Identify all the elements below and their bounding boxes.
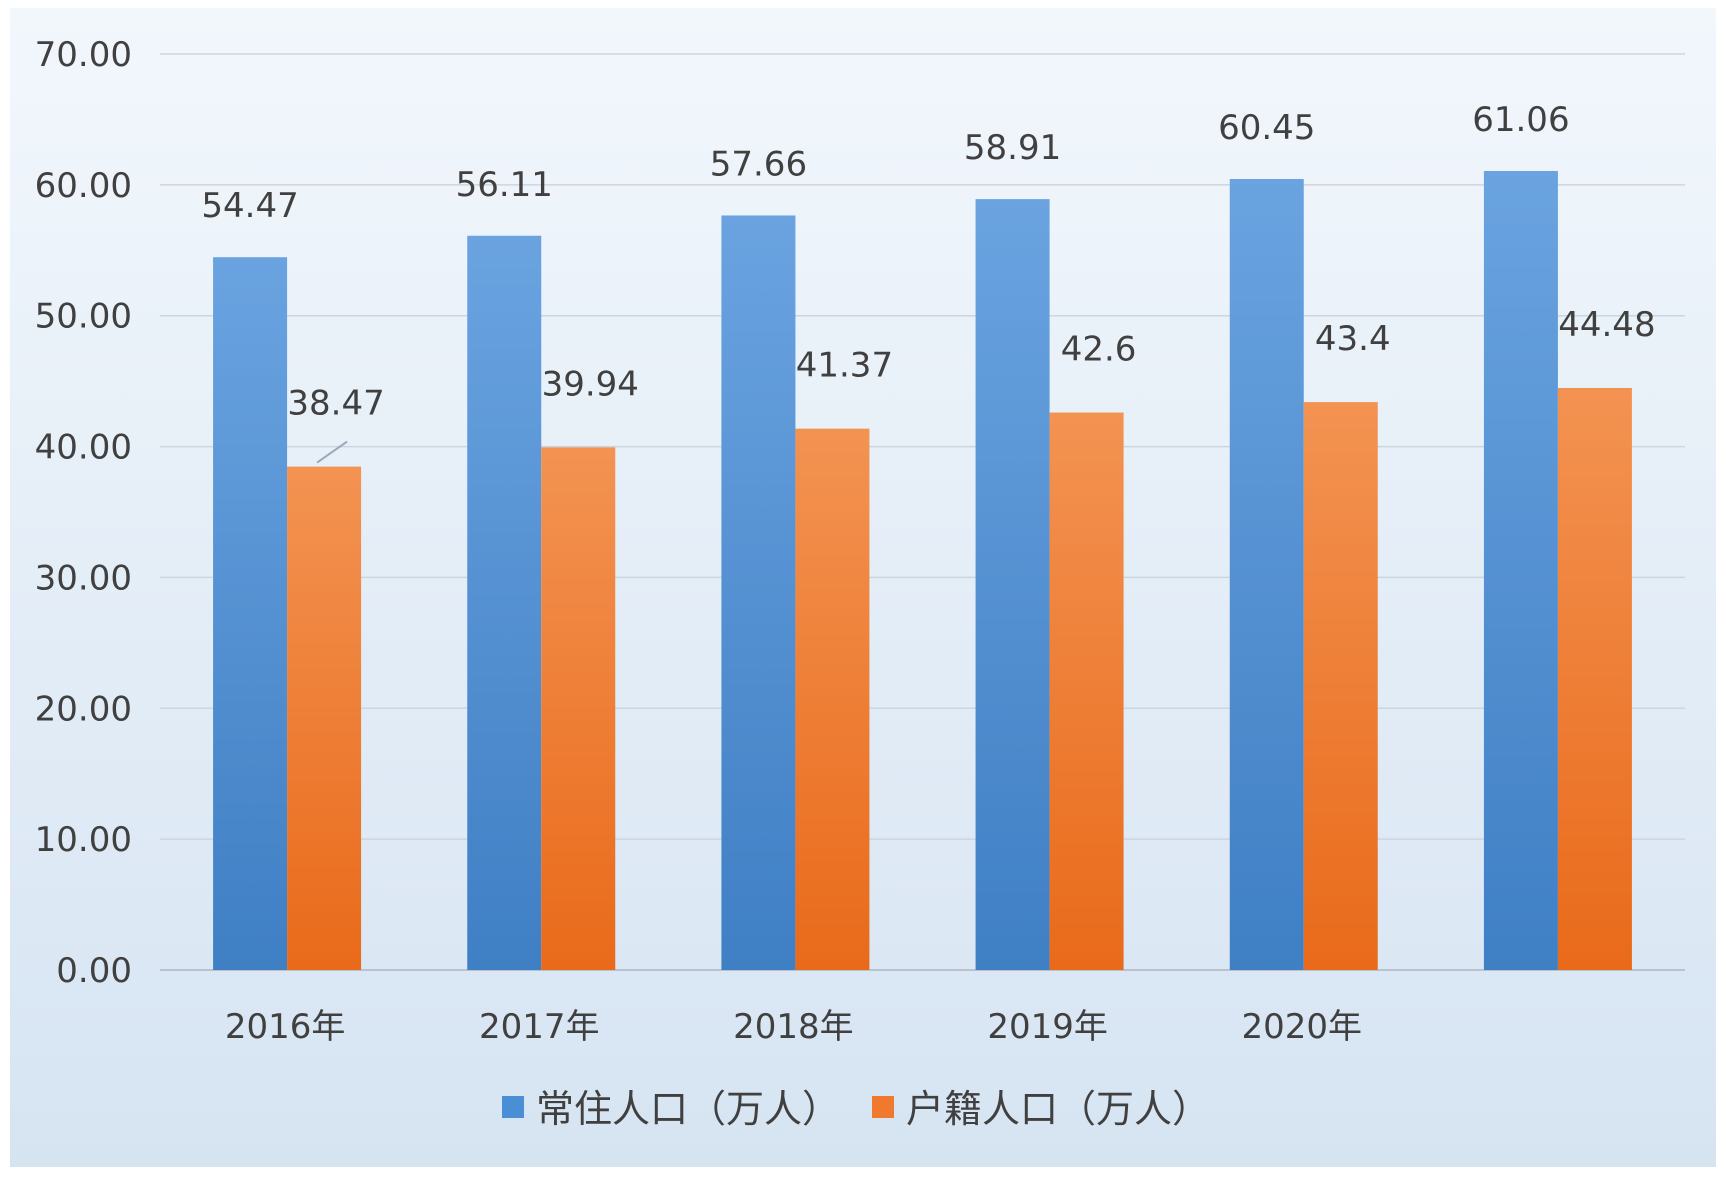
data-label: 61.06 [1472, 100, 1569, 140]
y-tick-label: 70.00 [35, 35, 132, 75]
bar-resident-0 [213, 257, 288, 970]
x-tick-label: 2017年 [479, 1007, 600, 1047]
legend-swatch-resident [502, 1096, 524, 1118]
y-tick-label: 0.00 [56, 951, 132, 991]
bar-resident-2 [721, 215, 796, 970]
y-tick-label: 40.00 [35, 428, 132, 468]
data-label: 56.11 [456, 165, 553, 205]
x-tick-label: 2016年 [225, 1007, 346, 1047]
y-tick-label: 50.00 [35, 297, 132, 337]
bar-resident-4 [1229, 178, 1304, 970]
bar-registered-2 [795, 428, 870, 970]
x-tick-label: 2018年 [733, 1007, 854, 1047]
data-label: 39.94 [542, 364, 639, 404]
y-tick-label: 60.00 [35, 166, 132, 206]
legend-label-resident: 常住人口（万人） [536, 1087, 840, 1131]
data-label: 44.48 [1558, 305, 1655, 345]
x-tick-label: 2020年 [1241, 1007, 1362, 1047]
bar-resident-5 [1483, 170, 1558, 971]
legend-swatch-registered [872, 1096, 894, 1118]
bar-resident-3 [975, 199, 1050, 970]
bar-registered-1 [541, 447, 616, 970]
label-leader-line [316, 440, 348, 464]
data-label: 42.6 [1061, 330, 1137, 370]
bars [213, 170, 1632, 971]
bar-resident-1 [467, 235, 542, 971]
bar-registered-4 [1303, 402, 1378, 971]
data-label: 38.47 [287, 384, 384, 424]
x-axis-tick-labels: 2016年 2017年 2018年 2019年 2020年 [225, 1007, 1362, 1047]
x-tick-label: 2019年 [987, 1007, 1108, 1047]
data-label: 60.45 [1218, 108, 1315, 148]
data-label: 54.47 [201, 186, 298, 226]
bar-registered-0 [287, 466, 362, 970]
y-tick-label: 10.00 [35, 820, 132, 860]
data-labels: 54.47 38.47 56.11 39.94 57.66 41.37 58.91 42.6 6… [201, 100, 1656, 464]
bar-registered-3 [1049, 412, 1124, 970]
y-tick-label: 20.00 [35, 689, 132, 729]
y-tick-label: 30.00 [35, 558, 132, 598]
data-label: 43.4 [1315, 319, 1391, 359]
legend: 常住人口（万人） 户籍人口（万人） [502, 1087, 1210, 1131]
y-axis-tick-labels: 0.00 10.00 20.00 30.00 40.00 50.00 60.00 70.00 [35, 35, 132, 991]
data-label: 57.66 [710, 144, 807, 184]
legend-label-registered: 户籍人口（万人） [906, 1087, 1210, 1131]
data-label: 41.37 [796, 346, 893, 386]
gridlines [160, 53, 1685, 971]
bar-registered-5 [1557, 387, 1632, 971]
data-label: 58.91 [964, 128, 1061, 168]
